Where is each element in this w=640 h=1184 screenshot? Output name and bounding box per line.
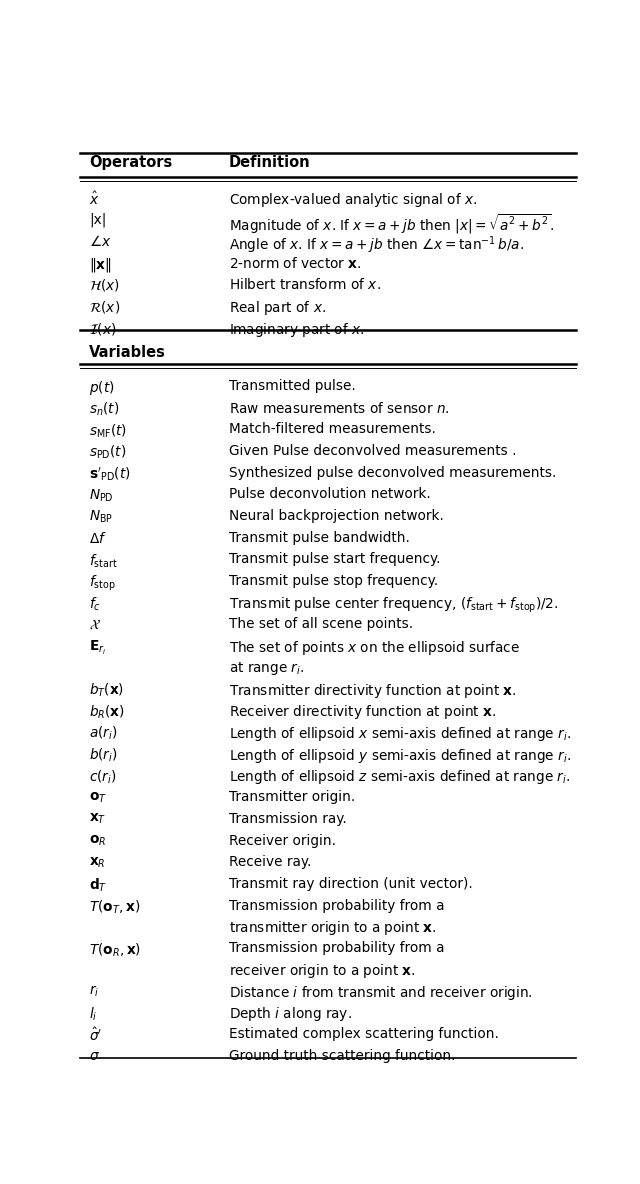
Text: Imaginary part of $x$.: Imaginary part of $x$. (229, 321, 364, 339)
Text: $\mathbf{o}_R$: $\mathbf{o}_R$ (89, 834, 106, 848)
Text: Transmit ray direction (unit vector).: Transmit ray direction (unit vector). (229, 877, 472, 890)
Text: $f_\mathrm{stop}$: $f_\mathrm{stop}$ (89, 574, 116, 593)
Text: $f_\mathrm{start}$: $f_\mathrm{start}$ (89, 553, 118, 570)
Text: $\mathcal{H}(x)$: $\mathcal{H}(x)$ (89, 277, 120, 294)
Text: Hilbert transform of $x$.: Hilbert transform of $x$. (229, 277, 381, 292)
Text: $\|\mathbf{x}\|$: $\|\mathbf{x}\|$ (89, 256, 111, 274)
Text: $\mathbf{x}_T$: $\mathbf{x}_T$ (89, 812, 106, 826)
Text: Pulse deconvolution network.: Pulse deconvolution network. (229, 488, 431, 501)
Text: $\mathbf{s}'_\mathrm{PD}(t)$: $\mathbf{s}'_\mathrm{PD}(t)$ (89, 465, 131, 483)
Text: $p(t)$: $p(t)$ (89, 379, 115, 397)
Text: 2-norm of vector $\mathbf{x}$.: 2-norm of vector $\mathbf{x}$. (229, 256, 361, 271)
Text: Receiver directivity function at point $\mathbf{x}$.: Receiver directivity function at point $… (229, 703, 496, 721)
Text: Length of ellipsoid $x$ semi-axis defined at range $r_i$.: Length of ellipsoid $x$ semi-axis define… (229, 725, 571, 744)
Text: $\Delta f$: $\Delta f$ (89, 530, 107, 546)
Text: The set of all scene points.: The set of all scene points. (229, 618, 413, 631)
Text: Given Pulse deconvolved measurements .: Given Pulse deconvolved measurements . (229, 444, 516, 458)
Text: Distance $i$ from transmit and receiver origin.: Distance $i$ from transmit and receiver … (229, 984, 532, 1002)
Text: $s_\mathrm{PD}(t)$: $s_\mathrm{PD}(t)$ (89, 444, 126, 462)
Text: $\mathcal{I}(x)$: $\mathcal{I}(x)$ (89, 321, 116, 336)
Text: $\mathbf{E}_{r_i}$: $\mathbf{E}_{r_i}$ (89, 639, 106, 657)
Text: $\mathbf{d}_T$: $\mathbf{d}_T$ (89, 877, 108, 894)
Text: Transmission probability from a: Transmission probability from a (229, 899, 444, 913)
Text: $f_c$: $f_c$ (89, 596, 101, 613)
Text: Transmitted pulse.: Transmitted pulse. (229, 379, 356, 393)
Text: Transmitter origin.: Transmitter origin. (229, 790, 355, 804)
Text: $s_n(t)$: $s_n(t)$ (89, 400, 119, 418)
Text: Receiver origin.: Receiver origin. (229, 834, 336, 848)
Text: $b_R(\mathbf{x})$: $b_R(\mathbf{x})$ (89, 703, 125, 721)
Text: Length of ellipsoid $z$ semi-axis defined at range $r_i$.: Length of ellipsoid $z$ semi-axis define… (229, 768, 570, 786)
Text: $\angle x$: $\angle x$ (89, 234, 111, 249)
Text: $a(r_i)$: $a(r_i)$ (89, 725, 117, 742)
Text: at range $r_i$.: at range $r_i$. (229, 659, 304, 677)
Text: Transmit pulse center frequency, $(f_\mathrm{start} + f_\mathrm{stop})/2$.: Transmit pulse center frequency, $(f_\ma… (229, 596, 558, 616)
Text: Definition: Definition (229, 155, 310, 169)
Text: Angle of $x$. If $x = a + jb$ then $\angle x = \tan^{-1} b/a$.: Angle of $x$. If $x = a + jb$ then $\ang… (229, 234, 524, 256)
Text: $b_T(\mathbf{x})$: $b_T(\mathbf{x})$ (89, 682, 124, 699)
Text: The set of points $x$ on the ellipsoid surface: The set of points $x$ on the ellipsoid s… (229, 639, 520, 657)
Text: $\mathbf{x}_R$: $\mathbf{x}_R$ (89, 855, 106, 870)
Text: $\mathbf{o}_T$: $\mathbf{o}_T$ (89, 790, 107, 805)
Text: Magnitude of $x$. If $x = a + jb$ then $|x| = \sqrt{a^2 + b^2}$.: Magnitude of $x$. If $x = a + jb$ then $… (229, 212, 554, 236)
Text: $c(r_i)$: $c(r_i)$ (89, 768, 116, 786)
Text: Transmit pulse stop frequency.: Transmit pulse stop frequency. (229, 574, 438, 588)
Text: Depth $i$ along ray.: Depth $i$ along ray. (229, 1005, 352, 1023)
Text: Raw measurements of sensor $n$.: Raw measurements of sensor $n$. (229, 400, 449, 416)
Text: Transmit pulse start frequency.: Transmit pulse start frequency. (229, 553, 440, 566)
Text: Complex-valued analytic signal of $x$.: Complex-valued analytic signal of $x$. (229, 191, 477, 208)
Text: $\hat{\sigma}'$: $\hat{\sigma}'$ (89, 1027, 102, 1044)
Text: $\mathcal{X}$: $\mathcal{X}$ (89, 618, 101, 631)
Text: Real part of $x$.: Real part of $x$. (229, 300, 326, 317)
Text: $l_i$: $l_i$ (89, 1005, 97, 1023)
Text: $\mathcal{R}(x)$: $\mathcal{R}(x)$ (89, 300, 120, 315)
Text: Match-filtered measurements.: Match-filtered measurements. (229, 423, 436, 436)
Text: $b(r_i)$: $b(r_i)$ (89, 747, 118, 764)
Text: Length of ellipsoid $y$ semi-axis defined at range $r_i$.: Length of ellipsoid $y$ semi-axis define… (229, 747, 571, 765)
Text: $T(\mathbf{o}_R, \mathbf{x})$: $T(\mathbf{o}_R, \mathbf{x})$ (89, 941, 141, 959)
Text: Synthesized pulse deconvolved measurements.: Synthesized pulse deconvolved measuremen… (229, 465, 556, 480)
Text: transmitter origin to a point $\mathbf{x}$.: transmitter origin to a point $\mathbf{x… (229, 920, 436, 938)
Text: receiver origin to a point $\mathbf{x}$.: receiver origin to a point $\mathbf{x}$. (229, 961, 415, 980)
Text: Variables: Variables (89, 346, 166, 360)
Text: Transmission ray.: Transmission ray. (229, 812, 346, 826)
Text: $N_\mathrm{PD}$: $N_\mathrm{PD}$ (89, 488, 114, 503)
Text: $\hat{x}$: $\hat{x}$ (89, 191, 99, 208)
Text: $T(\mathbf{o}_T, \mathbf{x})$: $T(\mathbf{o}_T, \mathbf{x})$ (89, 899, 140, 916)
Text: |x|: |x| (89, 212, 106, 227)
Text: $N_\mathrm{BP}$: $N_\mathrm{BP}$ (89, 509, 113, 526)
Text: Neural backprojection network.: Neural backprojection network. (229, 509, 444, 523)
Text: Transmit pulse bandwidth.: Transmit pulse bandwidth. (229, 530, 410, 545)
Text: Estimated complex scattering function.: Estimated complex scattering function. (229, 1027, 499, 1041)
Text: Operators: Operators (89, 155, 172, 169)
Text: $\sigma$: $\sigma$ (89, 1049, 100, 1063)
Text: Transmitter directivity function at point $\mathbf{x}$.: Transmitter directivity function at poin… (229, 682, 516, 700)
Text: Transmission probability from a: Transmission probability from a (229, 941, 444, 955)
Text: Ground truth scattering function.: Ground truth scattering function. (229, 1049, 455, 1063)
Text: $r_i$: $r_i$ (89, 984, 99, 999)
Text: $s_\mathrm{MF}(t)$: $s_\mathrm{MF}(t)$ (89, 423, 127, 439)
Text: Receive ray.: Receive ray. (229, 855, 311, 869)
